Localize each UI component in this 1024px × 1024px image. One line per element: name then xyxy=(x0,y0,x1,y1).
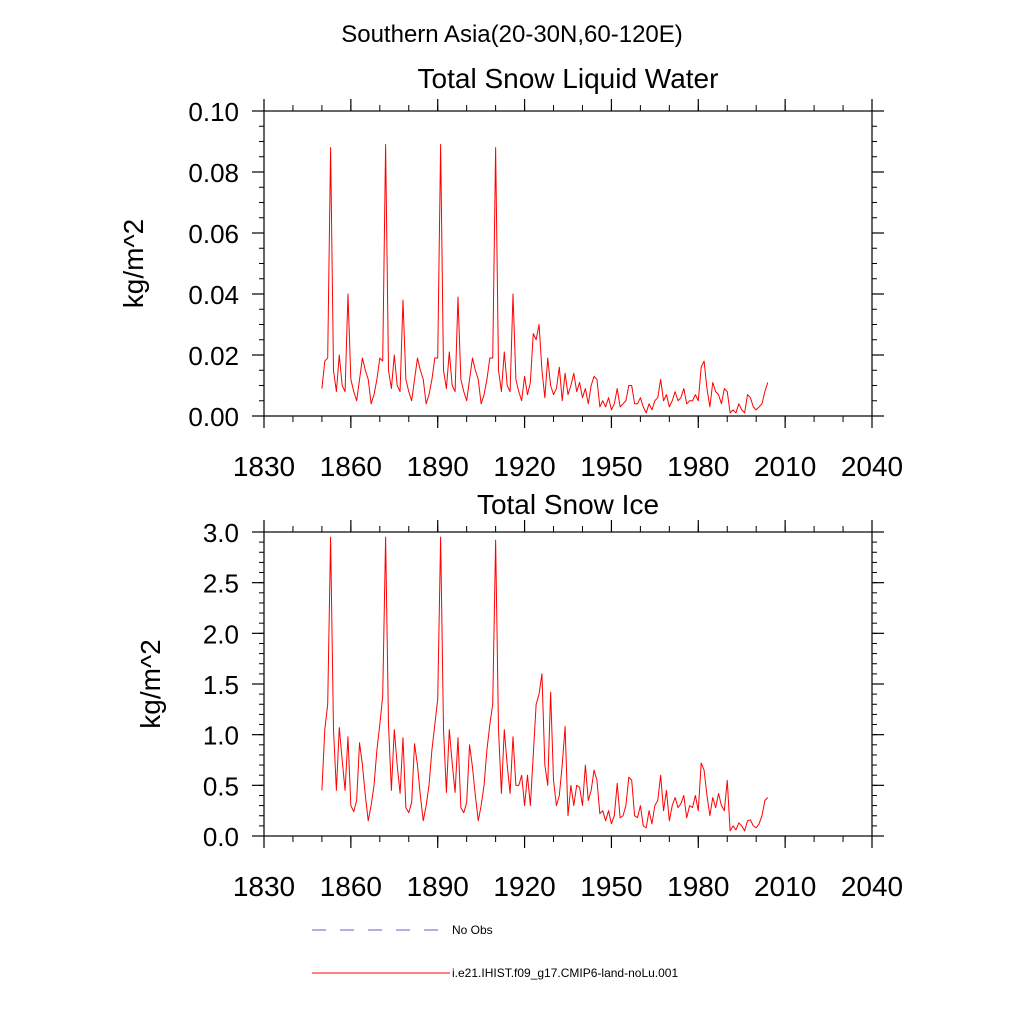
panel-snow-liquid-water: Total Snow Liquid Water 0.00 0.02 0.04 0.06 0… xyxy=(118,63,903,482)
legend: No Obs i.e21.IHIST.f09_g17.CMIP6-land-no… xyxy=(312,923,678,980)
x-tick-label: 1920 xyxy=(493,871,555,902)
panel-snow-ice: Total Snow Ice 0.0 0.5 1.0 1.5 2.0 2.5 3.0 1830 1… xyxy=(135,489,903,902)
y-tick-label: 1.5 xyxy=(203,670,239,700)
y-axis-label: kg/m^2 xyxy=(118,219,149,308)
y-tick-label: 0.10 xyxy=(188,97,239,127)
x-tick-label: 1980 xyxy=(667,871,729,902)
y-tick-label: 0.00 xyxy=(188,402,239,432)
x-tick-label: 1890 xyxy=(407,871,469,902)
y-tick-label: 0.08 xyxy=(188,158,239,188)
chart-title: Total Snow Ice xyxy=(477,489,659,520)
y-tick-label: 2.0 xyxy=(203,619,239,649)
chart-title: Total Snow Liquid Water xyxy=(418,63,719,94)
x-tick-label: 1920 xyxy=(493,451,555,482)
x-tick-label: 2040 xyxy=(841,451,903,482)
y-tick-label: 2.5 xyxy=(203,569,239,599)
x-tick-label: 1980 xyxy=(667,451,729,482)
series-line-model xyxy=(321,144,769,414)
x-tick-label: 1950 xyxy=(580,451,642,482)
x-tick-label: 1860 xyxy=(320,871,382,902)
y-tick-label: 0.06 xyxy=(188,219,239,249)
x-tick-label: 2010 xyxy=(754,451,816,482)
x-tick-label: 1860 xyxy=(320,451,382,482)
x-tick-label: 1830 xyxy=(233,451,295,482)
y-tick-label: 0.5 xyxy=(203,771,239,801)
y-tick-label: 0.02 xyxy=(188,341,239,371)
x-tick-label: 1950 xyxy=(580,871,642,902)
legend-label-model: i.e21.IHIST.f09_g17.CMIP6-land-noLu.001 xyxy=(452,966,678,980)
x-tick-label: 2010 xyxy=(754,871,816,902)
x-tick-label: 2040 xyxy=(841,871,903,902)
plot-frame xyxy=(263,531,873,837)
plot-frame xyxy=(263,110,873,417)
y-axis-label: kg/m^2 xyxy=(135,639,166,728)
x-tick-label: 1830 xyxy=(233,871,295,902)
figure-suptitle: Southern Asia(20-30N,60-120E) xyxy=(341,21,683,48)
series-line-model xyxy=(321,536,769,832)
legend-label-no-obs: No Obs xyxy=(452,923,493,937)
y-tick-label: 1.0 xyxy=(203,721,239,751)
y-tick-label: 0.0 xyxy=(203,822,239,852)
y-tick-label: 3.0 xyxy=(203,518,239,548)
y-tick-label: 0.04 xyxy=(188,280,239,310)
x-tick-label: 1890 xyxy=(407,451,469,482)
